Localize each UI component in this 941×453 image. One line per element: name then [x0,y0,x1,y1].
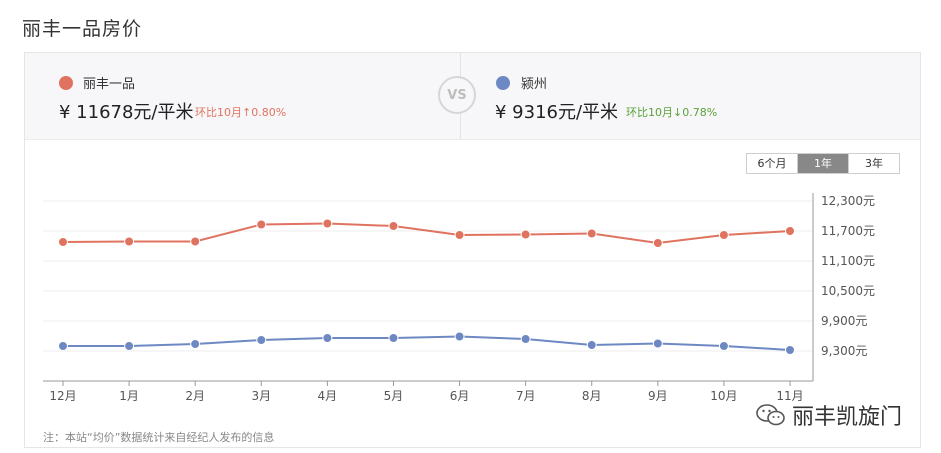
series-1-point [190,339,201,349]
price-line-chart: 12月 1月 2月 3月 4月 5月 6月 7月 8月 9月 10月 11月 12,300元 11,700… [43,193,875,403]
y-tick-label: 11,100元 [821,254,875,268]
series-0-point [454,230,465,240]
left-name: 丽丰一品 [83,77,136,92]
series-line-0 [62,222,791,245]
tab-1-year[interactable]: 1年 [797,154,848,173]
series-1-point [454,331,465,342]
series-0-point [652,238,663,248]
series-1-point [718,341,729,351]
series-0-point [718,230,729,240]
x-tick-label: 11月 [776,389,803,403]
series-1-point [322,333,333,343]
compare-right: 颍州 ¥ 9316元/平米 环比10月↓0.78% [461,53,921,139]
series-1-point [256,335,267,345]
series-1-point [58,341,68,351]
tab-6-months[interactable]: 6个月 [747,154,797,173]
vs-badge: VS [438,76,476,114]
left-change: 环比10月↑0.80% [195,106,287,119]
x-tick-label: 1月 [119,389,139,403]
right-series-dot [496,76,510,90]
left-series-dot [59,76,73,90]
x-tick-label: 9月 [648,389,668,403]
series-0-point [322,218,333,229]
page-title: 丽丰一品房价 [22,18,143,40]
x-tick-label: 8月 [582,389,602,403]
series-1-point [388,333,399,343]
x-tick-label: 10月 [710,389,737,403]
x-tick-label: 5月 [384,389,404,403]
x-tick-label: 4月 [318,389,338,403]
right-name: 颍州 [521,77,548,92]
left-price: ¥ 11678元/平米 [59,102,194,123]
footnote: 注：本站“均价”数据统计来自经纪人发布的信息 [43,431,275,444]
series-1-point [785,345,795,355]
y-tick-label: 9,900元 [821,314,867,328]
series-0-point [586,228,597,239]
right-change: 环比10月↓0.78% [626,106,718,119]
series-1-point [520,334,531,344]
y-tick-label: 11,700元 [821,224,875,238]
series-line-1 [63,335,791,351]
series-0-point [388,221,399,231]
tab-3-years[interactable]: 3年 [848,154,899,173]
compare-bar: 丽丰一品 ¥ 11678元/平米 环比10月↑0.80% VS 颍州 ¥ 931… [25,53,920,140]
series-0-point [256,219,267,230]
watermark: 丽丰凯旋门 [756,399,902,431]
y-tick-label: 12,300元 [821,194,875,208]
watermark-text: 丽丰凯旋门 [791,405,902,430]
series-0-point [190,236,201,247]
series-0-point [124,236,135,247]
wechat-icon [756,403,786,427]
series-1-point [586,340,597,350]
series-0-point [520,229,531,240]
price-card: 丽丰一品 ¥ 11678元/平米 环比10月↑0.80% VS 颍州 ¥ 931… [24,52,921,448]
series-1-point [652,338,663,349]
range-tabs: 6个月 1年 3年 [746,153,900,174]
x-tick-label: 6月 [450,389,470,403]
y-tick-label: 9,300元 [821,344,867,358]
right-price: ¥ 9316元/平米 [495,102,619,123]
x-tick-label: 7月 [516,389,536,403]
y-tick-label: 10,500元 [821,284,875,298]
x-tick-label: 3月 [251,389,271,403]
x-tick-label: 2月 [185,389,205,403]
series-0-point [785,226,795,236]
compare-left: 丽丰一品 ¥ 11678元/平米 环比10月↑0.80% [25,53,460,139]
series-0-point [58,237,68,247]
series-1-point [124,341,135,351]
x-tick-label: 12月 [49,389,76,403]
